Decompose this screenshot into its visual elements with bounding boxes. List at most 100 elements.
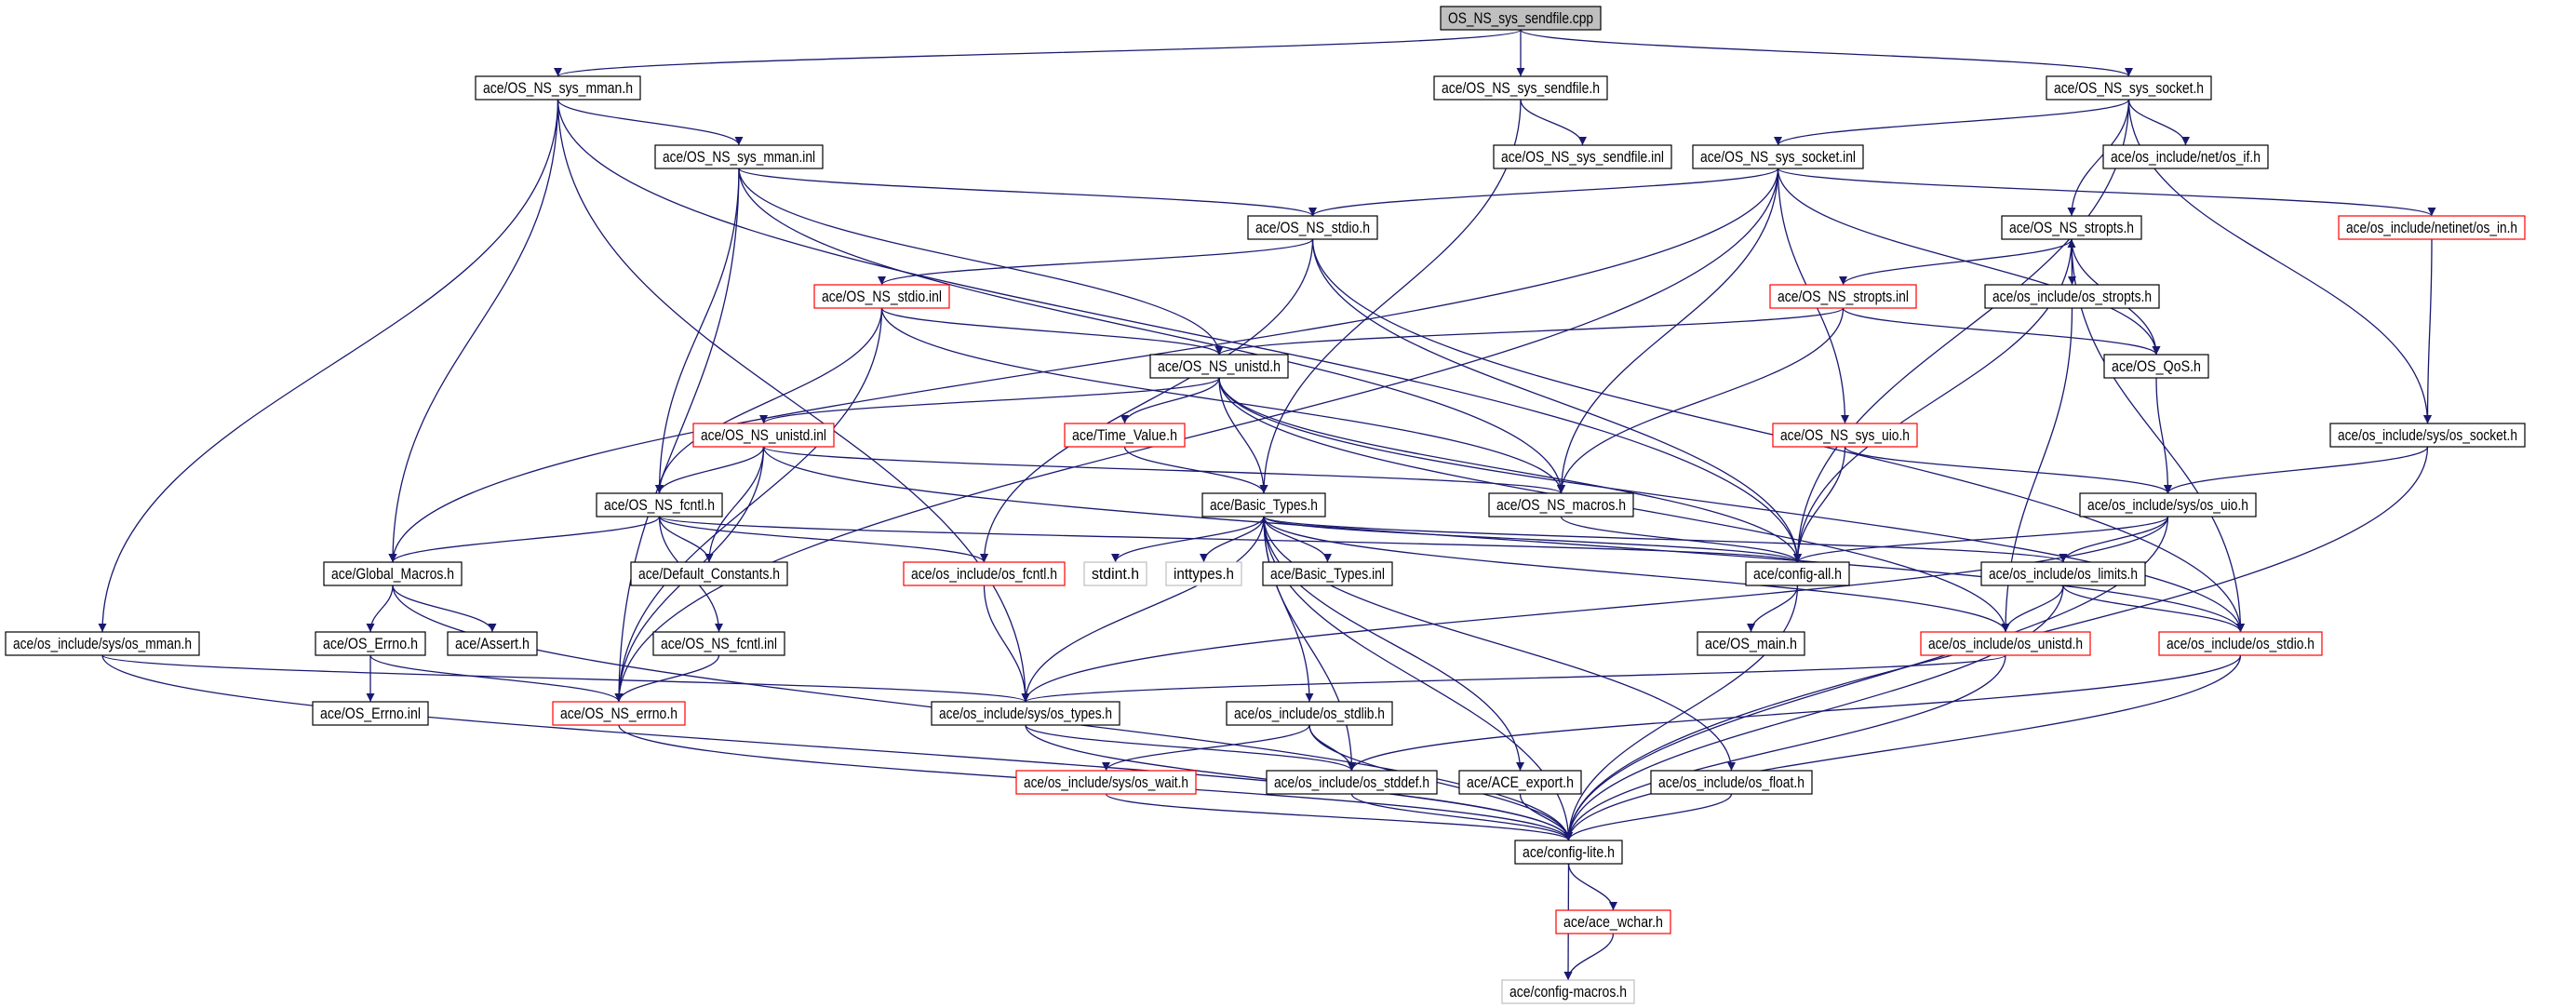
node-macros-h[interactable]: ace/OS_NS_macros.h	[1488, 492, 1634, 517]
node-label: ace/os_include/sys/os_uio.h	[2087, 496, 2248, 514]
node-label: ace/OS_NS_fcntl.inl	[661, 635, 777, 652]
node-fcntl-h[interactable]: ace/OS_NS_fcntl.h	[596, 492, 723, 517]
node-label: ace/Basic_Types.h	[1210, 496, 1318, 514]
node-box	[1064, 423, 1186, 448]
node-label: ace/os_include/sys/os_wait.h	[1024, 773, 1188, 791]
node-label: stdint.h	[1092, 565, 1139, 583]
node-box	[1266, 770, 1438, 795]
edge-os_limits-to-os_unistd	[2001, 585, 2064, 633]
node-ace-export[interactable]: ace/ACE_export.h	[1458, 770, 1582, 795]
node-os-main[interactable]: ace/OS_main.h	[1697, 631, 1805, 656]
node-config-macros[interactable]: ace/config-macros.h	[1501, 979, 1635, 1004]
edge-fcntl_h-to-default_constants	[658, 516, 714, 563]
node-os-stdlib[interactable]: ace/os_include/os_stdlib.h	[1226, 701, 1393, 726]
node-label: ace/os_include/os_unistd.h	[1928, 635, 2083, 652]
node-ace-wchar[interactable]: ace/ace_wchar.h	[1555, 909, 1671, 934]
edge-sys_mman_inl-to-unistd_h	[738, 168, 1224, 356]
edge-os_limits-to-os_stdio	[2062, 585, 2245, 633]
node-global-macros[interactable]: ace/Global_Macros.h	[323, 561, 463, 586]
node-box	[1692, 144, 1864, 169]
node-os-errno-inl[interactable]: ace/OS_Errno.inl	[312, 701, 429, 726]
edge-basic_types_h-to-stdint	[1111, 516, 1265, 563]
node-box	[2338, 215, 2526, 240]
node-os-stdio[interactable]: ace/os_include/os_stdio.h	[2158, 631, 2323, 656]
edge-sys_os_uio-to-config_all	[1793, 516, 2169, 563]
node-sys-os-mman[interactable]: ace/os_include/sys/os_mman.h	[5, 631, 200, 656]
edge-sys_uio_h-to-config_all	[1793, 446, 1846, 563]
node-basic-types-inl[interactable]: ace/Basic_Types.inl	[1262, 561, 1393, 586]
node-os-errno-h[interactable]: ace/OS_Errno.h	[315, 631, 426, 656]
node-sys-socket-h[interactable]: ace/OS_NS_sys_socket.h	[2046, 75, 2212, 101]
node-box	[596, 492, 723, 517]
edge-sys_socket_h-to-net_os_if	[2127, 99, 2190, 146]
node-stdio-inl[interactable]: ace/OS_NS_stdio.inl	[813, 284, 950, 309]
edge-fcntl_h-to-os_fcntl	[658, 516, 988, 563]
node-os-unistd[interactable]: ace/os_include/os_unistd.h	[1920, 631, 2091, 656]
node-label: ace/OS_NS_unistd.inl	[701, 426, 826, 444]
node-os-stddef[interactable]: ace/os_include/os_stddef.h	[1266, 770, 1438, 795]
node-config-all[interactable]: ace/config-all.h	[1745, 561, 1850, 586]
node-sys-os-uio[interactable]: ace/os_include/sys/os_uio.h	[2079, 492, 2257, 517]
node-assert-h[interactable]: ace/Assert.h	[447, 631, 538, 656]
node-sys-sendfile-inl[interactable]: ace/OS_NS_sys_sendfile.inl	[1493, 144, 1672, 169]
edge-unistd_inl-to-fcntl_h	[655, 446, 765, 494]
edge-unistd_h-to-config_all	[1218, 377, 1802, 563]
edge-basic_types_h-to-os_limits	[1263, 516, 2068, 563]
node-sys-mman-inl[interactable]: ace/OS_NS_sys_mman.inl	[654, 144, 824, 169]
node-fcntl-inl[interactable]: ace/OS_NS_fcntl.inl	[652, 631, 785, 656]
node-sys-os-types[interactable]: ace/os_include/sys/os_types.h	[931, 701, 1120, 726]
node-label: ace/config-macros.h	[1509, 983, 1627, 1001]
node-qos[interactable]: ace/OS_QoS.h	[2103, 354, 2209, 379]
node-sys-sendfile-h[interactable]: ace/OS_NS_sys_sendfile.h	[1433, 75, 1608, 101]
node-label: ace/OS_NS_sys_sendfile.inl	[1501, 148, 1664, 166]
node-stdint[interactable]: stdint.h	[1083, 561, 1147, 586]
node-net-os-if[interactable]: ace/os_include/net/os_if.h	[2102, 144, 2269, 169]
node-inttypes[interactable]: inttypes.h	[1165, 561, 1242, 586]
edge-global_macros-to-assert_h	[392, 585, 497, 633]
edge-sys_mman_h-to-config_all	[557, 99, 1802, 563]
node-box	[1769, 284, 1917, 309]
edge-basic_types_h-to-os_float	[1263, 516, 1736, 772]
node-box	[552, 701, 686, 726]
node-unistd-h[interactable]: ace/OS_NS_unistd.h	[1149, 354, 1289, 379]
edge-sys_socket_inl-to-stdio_h	[1308, 168, 1779, 217]
edge-unistd_h-to-unistd_inl	[759, 377, 1220, 424]
node-stropts-inl[interactable]: ace/OS_NS_stropts.inl	[1769, 284, 1917, 309]
edge-config_all-to-os_main	[1747, 585, 1799, 633]
node-label: ace/OS_NS_errno.h	[560, 705, 678, 722]
node-sys-os-socket[interactable]: ace/os_include/sys/os_socket.h	[2329, 423, 2526, 448]
node-box	[447, 631, 538, 656]
node-label: ace/OS_NS_stdio.h	[1255, 219, 1370, 236]
edge-sys_socket_inl-to-netinet_os_in	[1777, 168, 2436, 217]
node-box	[2046, 75, 2212, 101]
node-box	[1514, 840, 1623, 865]
node-sys-socket-inl[interactable]: ace/OS_NS_sys_socket.inl	[1692, 144, 1864, 169]
node-basic-types-h[interactable]: ace/Basic_Types.h	[1201, 492, 1326, 517]
edge-basic_types_h-to-os_stdlib	[1263, 516, 1314, 703]
node-box	[1433, 75, 1608, 101]
edge-fcntl_h-to-global_macros	[388, 516, 661, 563]
edge-stropts_inl-to-qos	[1842, 307, 2161, 356]
node-os-limits[interactable]: ace/os_include/os_limits.h	[1980, 561, 2146, 586]
edge-sys_mman_h-to-sys_os_mman	[98, 99, 559, 633]
node-ns-errno[interactable]: ace/OS_NS_errno.h	[552, 701, 686, 726]
node-config-lite[interactable]: ace/config-lite.h	[1514, 840, 1623, 865]
node-unistd-inl[interactable]: ace/OS_NS_unistd.inl	[692, 423, 835, 448]
edge-stdio_h-to-config_all	[1311, 238, 1802, 563]
node-default-constants[interactable]: ace/Default_Constants.h	[630, 561, 788, 586]
edge-basic_types_h-to-basic_types_inl	[1263, 516, 1332, 563]
node-netinet-os-in[interactable]: ace/os_include/netinet/os_in.h	[2338, 215, 2526, 240]
node-stropts-h[interactable]: ace/OS_NS_stropts.h	[2001, 215, 2142, 240]
node-os-fcntl[interactable]: ace/os_include/os_fcntl.h	[903, 561, 1066, 586]
edge-os_stdlib-to-sys_os_wait	[1102, 724, 1310, 772]
node-time-value[interactable]: ace/Time_Value.h	[1064, 423, 1186, 448]
node-os-stropts[interactable]: ace/os_include/os_stropts.h	[1984, 284, 2160, 309]
node-sys-mman-h[interactable]: ace/OS_NS_sys_mman.h	[475, 75, 641, 101]
node-sys-uio-h[interactable]: ace/OS_NS_sys_uio.h	[1772, 423, 1918, 448]
node-sys-os-wait[interactable]: ace/os_include/sys/os_wait.h	[1015, 770, 1197, 795]
edge-stdio_inl-to-ns_errno	[614, 307, 883, 703]
node-stdio-h[interactable]: ace/OS_NS_stdio.h	[1247, 215, 1378, 240]
node-os-float[interactable]: ace/os_include/os_float.h	[1650, 770, 1813, 795]
node-box	[931, 701, 1120, 726]
